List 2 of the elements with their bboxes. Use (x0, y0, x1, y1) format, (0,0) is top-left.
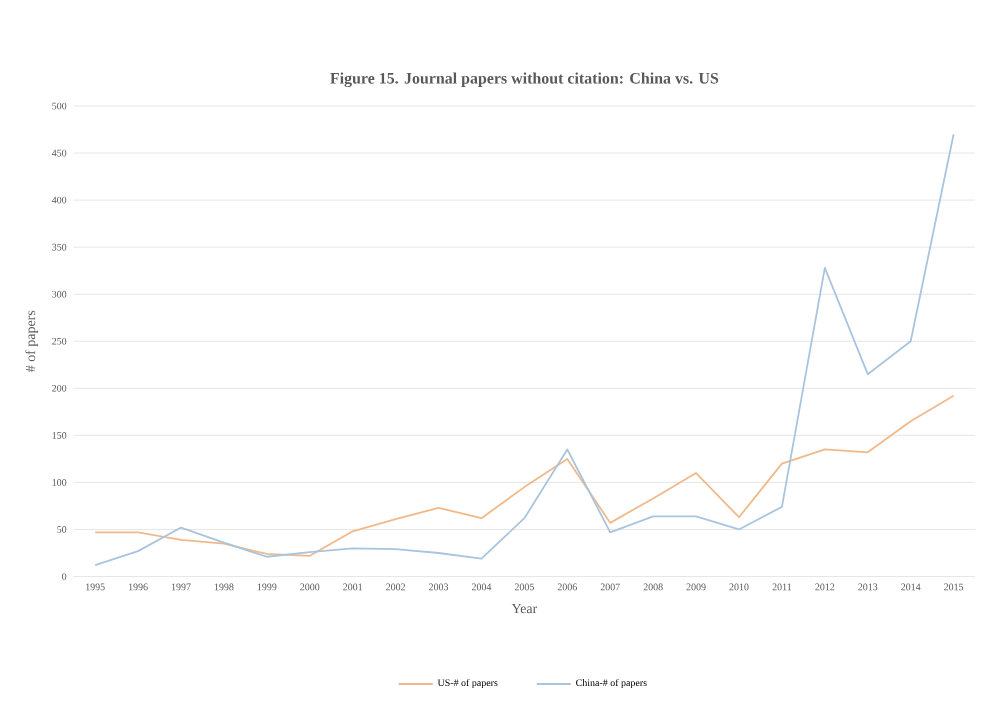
line-series (94, 394, 955, 557)
line-series (94, 133, 955, 567)
